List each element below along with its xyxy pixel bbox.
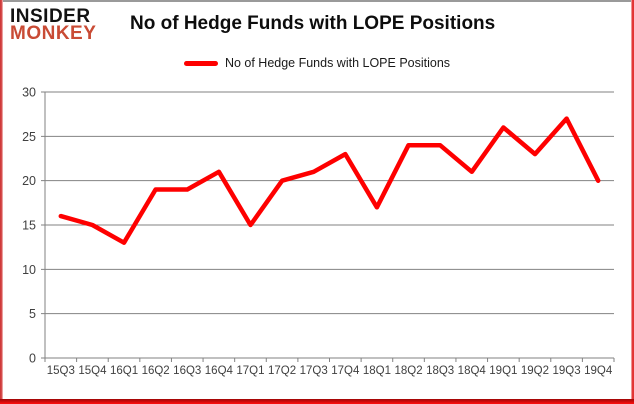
x-tick-label: 17Q4	[331, 365, 360, 377]
x-tick-label: 15Q3	[47, 365, 75, 377]
x-tick-label: 17Q1	[236, 365, 264, 377]
y-tick-label: 20	[22, 174, 36, 188]
legend-label: No of Hedge Funds with LOPE Positions	[224, 56, 451, 70]
logo-text-insider: INSIDER	[10, 6, 91, 27]
right-border	[631, 0, 634, 404]
insider-monkey-logo: INSIDER MONKEY	[10, 6, 97, 44]
x-tick-label: 19Q1	[489, 365, 517, 377]
data-line-series	[58, 116, 601, 245]
x-tick-label: 18Q1	[363, 365, 391, 377]
left-border	[0, 0, 3, 404]
y-tick-label: 0	[29, 352, 36, 366]
y-tick-label: 15	[22, 219, 36, 233]
x-tick-label: 15Q4	[78, 365, 107, 377]
top-border	[0, 0, 634, 2]
x-tick-label: 17Q2	[268, 365, 296, 377]
y-tick-label: 10	[22, 263, 36, 277]
y-tick-label: 25	[22, 130, 36, 144]
y-tick-label: 30	[22, 86, 36, 100]
x-tick-label: 16Q2	[142, 365, 170, 377]
x-tick-label: 18Q2	[394, 365, 422, 377]
legend-line-swatch	[183, 60, 218, 66]
x-tick-label: 16Q4	[205, 365, 234, 377]
chart-title: No of Hedge Funds with LOPE Positions	[130, 13, 496, 34]
x-tick-label: 18Q3	[426, 365, 454, 377]
x-tick-label: 19Q4	[584, 365, 613, 377]
y-tick-label: 5	[29, 307, 36, 321]
x-tick-label: 18Q4	[458, 365, 487, 377]
bottom-border	[0, 399, 634, 404]
x-tick-label: 19Q2	[521, 365, 549, 377]
x-tick-label: 16Q3	[173, 365, 201, 377]
x-tick-label: 17Q3	[300, 365, 328, 377]
x-tick-label: 19Q3	[553, 365, 581, 377]
x-tick-label: 16Q1	[110, 365, 138, 377]
legend: No of Hedge Funds with LOPE Positions	[0, 56, 634, 70]
logo-text-monkey: MONKEY	[10, 23, 97, 44]
